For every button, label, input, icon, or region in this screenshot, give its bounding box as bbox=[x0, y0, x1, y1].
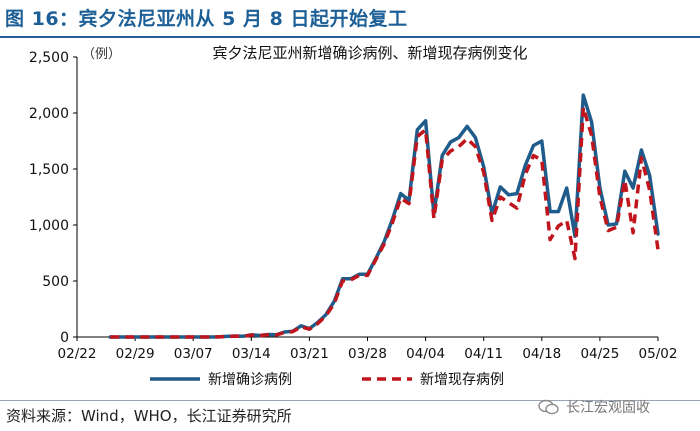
figure-title: 图 16：宾夕法尼亚州从 5 月 8 日起开始复工 bbox=[5, 8, 408, 30]
y-tick-label: 2,500 bbox=[29, 50, 69, 66]
x-tick-label: 05/02 bbox=[639, 346, 678, 362]
x-tick-label: 04/11 bbox=[464, 346, 503, 362]
y-tick-label: 500 bbox=[42, 274, 69, 290]
y-tick-label: 0 bbox=[60, 330, 69, 346]
chart-title: 宾夕法尼亚州新增确诊病例、新增现存病例变化 bbox=[212, 44, 527, 62]
line-chart: 宾夕法尼亚州新增确诊病例、新增现存病例变化 （例） 0 500 1,000 1,500… bbox=[29, 44, 678, 388]
x-tick-label: 04/25 bbox=[580, 346, 619, 362]
x-ticks: 02/22 02/29 03/07 03/14 03/21 03/28 04/04 04/11… bbox=[58, 337, 678, 362]
legend-label-confirmed: 新增确诊病例 bbox=[208, 372, 292, 388]
series-line-active bbox=[110, 105, 660, 339]
legend-label-active: 新增现存病例 bbox=[420, 372, 504, 388]
y-unit-label: （例） bbox=[82, 47, 121, 62]
axes bbox=[76, 57, 658, 338]
source-note: 资料来源：Wind，WHO，长江证券研究所 bbox=[6, 407, 292, 425]
x-tick-label: 04/04 bbox=[406, 346, 445, 362]
y-ticks: 0 500 1,000 1,500 2,000 2,500 bbox=[29, 50, 77, 346]
x-tick-label: 03/14 bbox=[232, 346, 271, 362]
legend: 新增确诊病例 新增现存病例 bbox=[150, 372, 504, 388]
y-tick-label: 1,000 bbox=[29, 218, 69, 234]
x-tick-label: 02/22 bbox=[58, 346, 97, 362]
wechat-icon bbox=[538, 399, 559, 415]
x-tick-label: 02/29 bbox=[116, 346, 155, 362]
bottom-rule bbox=[0, 400, 700, 401]
watermark: 长江宏观固收 bbox=[538, 397, 650, 417]
x-tick-label: 04/18 bbox=[522, 346, 561, 362]
x-tick-label: 03/07 bbox=[174, 346, 213, 362]
plot-series bbox=[108, 93, 660, 339]
y-tick-label: 2,000 bbox=[29, 106, 69, 122]
title-rule bbox=[0, 36, 700, 38]
watermark-label: 长江宏观固收 bbox=[566, 400, 650, 416]
y-tick-label: 1,500 bbox=[29, 162, 69, 178]
x-tick-label: 03/28 bbox=[348, 346, 387, 362]
x-tick-label: 03/21 bbox=[290, 346, 329, 362]
